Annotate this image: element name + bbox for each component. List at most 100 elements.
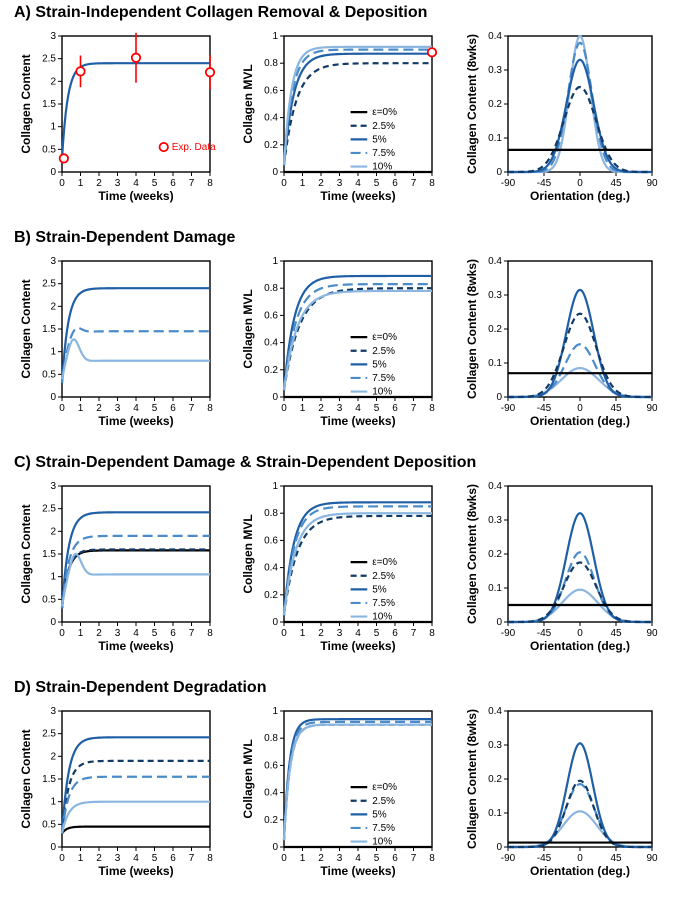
svg-text:1: 1: [300, 853, 306, 864]
svg-text:Time (weeks): Time (weeks): [98, 414, 173, 428]
svg-text:-45: -45: [537, 178, 552, 189]
svg-text:0.4: 0.4: [264, 113, 278, 124]
svg-text:-90: -90: [501, 178, 516, 189]
svg-text:3: 3: [115, 853, 121, 864]
svg-text:6: 6: [392, 853, 398, 864]
svg-text:5: 5: [152, 403, 158, 414]
svg-text:5: 5: [374, 403, 380, 414]
svg-text:10%: 10%: [372, 612, 392, 623]
panel-content-vs-orientation: -90-450459000.10.20.30.4Orientation (deg…: [460, 251, 660, 431]
svg-text:3: 3: [50, 706, 56, 717]
svg-text:0: 0: [50, 617, 56, 628]
panel-mvl-vs-time: 01234567800.20.40.60.81Time (weeks)Colla…: [240, 26, 440, 206]
svg-text:7.5%: 7.5%: [372, 373, 395, 384]
svg-text:1: 1: [78, 853, 84, 864]
svg-text:Exp. Data: Exp. Data: [172, 142, 216, 153]
svg-text:0: 0: [496, 842, 502, 853]
svg-text:0: 0: [272, 842, 278, 853]
svg-text:-90: -90: [501, 403, 516, 414]
svg-text:1: 1: [50, 347, 56, 358]
svg-text:ε=0%: ε=0%: [372, 107, 397, 118]
svg-text:90: 90: [646, 853, 658, 864]
svg-text:6: 6: [170, 403, 176, 414]
svg-text:0.2: 0.2: [264, 140, 278, 151]
svg-text:4: 4: [133, 403, 139, 414]
row-B: B) Strain-Dependent Damage01234567800.51…: [0, 225, 675, 450]
svg-text:-45: -45: [537, 403, 552, 414]
svg-text:2: 2: [96, 853, 102, 864]
svg-text:2: 2: [96, 628, 102, 639]
svg-text:Collagen Content: Collagen Content: [19, 729, 33, 828]
svg-text:0: 0: [50, 842, 56, 853]
svg-text:0: 0: [272, 392, 278, 403]
svg-text:2: 2: [96, 403, 102, 414]
svg-text:6: 6: [170, 628, 176, 639]
svg-text:Collagen Content (8wks): Collagen Content (8wks): [465, 484, 479, 624]
svg-text:2.5%: 2.5%: [372, 571, 395, 582]
svg-text:2.5: 2.5: [42, 279, 56, 290]
svg-text:0: 0: [577, 178, 583, 189]
svg-text:0: 0: [496, 167, 502, 178]
svg-text:1.5: 1.5: [42, 549, 56, 560]
svg-text:90: 90: [646, 178, 658, 189]
svg-text:8: 8: [207, 178, 213, 189]
svg-text:5: 5: [152, 853, 158, 864]
svg-text:2: 2: [50, 751, 56, 762]
svg-text:Collagen MVL: Collagen MVL: [241, 289, 255, 368]
svg-text:7.5%: 7.5%: [372, 598, 395, 609]
svg-text:0.8: 0.8: [264, 733, 278, 744]
svg-text:2: 2: [50, 526, 56, 537]
svg-text:5: 5: [374, 853, 380, 864]
svg-text:10%: 10%: [372, 387, 392, 398]
svg-text:1: 1: [50, 122, 56, 133]
svg-text:2.5: 2.5: [42, 504, 56, 515]
svg-text:Collagen MVL: Collagen MVL: [241, 514, 255, 593]
svg-text:3: 3: [337, 178, 343, 189]
panel-content-vs-time: 01234567800.511.522.53Time (weeks)Collag…: [18, 26, 218, 206]
svg-text:2: 2: [318, 403, 324, 414]
svg-text:1: 1: [78, 628, 84, 639]
svg-text:1.5: 1.5: [42, 99, 56, 110]
svg-text:8: 8: [429, 628, 435, 639]
svg-text:0.4: 0.4: [264, 563, 278, 574]
svg-text:0: 0: [281, 853, 287, 864]
svg-text:2.5%: 2.5%: [372, 121, 395, 132]
svg-text:7.5%: 7.5%: [372, 823, 395, 834]
row-A: A) Strain-Independent Collagen Removal &…: [0, 0, 675, 225]
svg-text:0: 0: [496, 617, 502, 628]
svg-text:0: 0: [59, 178, 65, 189]
svg-text:5: 5: [152, 628, 158, 639]
svg-text:0: 0: [272, 167, 278, 178]
svg-text:1: 1: [272, 706, 278, 717]
svg-text:Collagen MVL: Collagen MVL: [241, 64, 255, 143]
svg-text:2.5: 2.5: [42, 54, 56, 65]
svg-text:45: 45: [610, 628, 622, 639]
svg-text:90: 90: [646, 628, 658, 639]
svg-text:5%: 5%: [372, 809, 387, 820]
svg-text:0.2: 0.2: [264, 365, 278, 376]
svg-text:0.6: 0.6: [264, 535, 278, 546]
svg-text:6: 6: [170, 178, 176, 189]
svg-text:45: 45: [610, 403, 622, 414]
svg-text:3: 3: [50, 256, 56, 267]
svg-text:0.1: 0.1: [488, 133, 502, 144]
svg-text:0: 0: [59, 853, 65, 864]
row-title-B: B) Strain-Dependent Damage: [14, 229, 235, 247]
panel-content-vs-orientation: -90-450459000.10.20.30.4Orientation (deg…: [460, 476, 660, 656]
svg-text:6: 6: [392, 628, 398, 639]
svg-text:6: 6: [392, 403, 398, 414]
row-title-D: D) Strain-Dependent Degradation: [14, 679, 266, 697]
svg-text:0.4: 0.4: [488, 31, 502, 42]
svg-text:0.4: 0.4: [264, 788, 278, 799]
svg-text:7: 7: [189, 178, 195, 189]
panel-content-vs-orientation: -90-450459000.10.20.30.4Orientation (deg…: [460, 701, 660, 881]
svg-text:0.4: 0.4: [488, 481, 502, 492]
svg-text:0: 0: [281, 178, 287, 189]
svg-text:Collagen Content (8wks): Collagen Content (8wks): [465, 709, 479, 849]
svg-text:1: 1: [300, 178, 306, 189]
svg-text:Time (weeks): Time (weeks): [98, 864, 173, 878]
panel-mvl-vs-time: 01234567800.20.40.60.81Time (weeks)Colla…: [240, 701, 440, 881]
svg-text:1: 1: [300, 403, 306, 414]
svg-text:Time (weeks): Time (weeks): [98, 639, 173, 653]
svg-text:0: 0: [50, 167, 56, 178]
